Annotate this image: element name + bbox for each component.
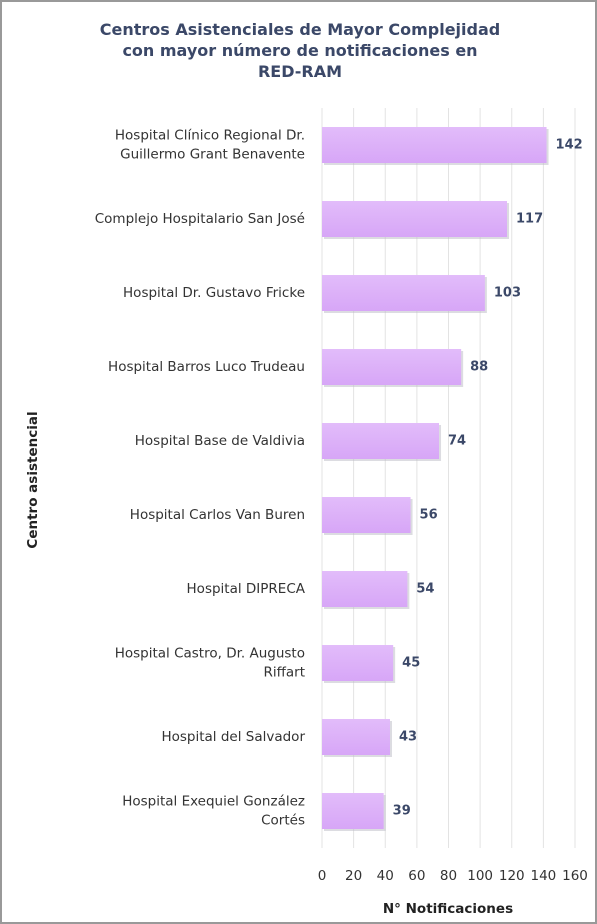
x-tick-label: 160: [562, 868, 588, 884]
x-tick-label: 20: [345, 868, 362, 884]
y-tick-label: Hospital Dr. Gustavo Fricke: [123, 285, 305, 301]
y-tick-label: Hospital Castro, Dr. Augusto Riffart: [115, 646, 305, 681]
value-label: 74: [448, 434, 466, 449]
x-tick-label: 40: [377, 868, 394, 884]
x-tick-label: 80: [440, 868, 457, 884]
x-tick-label: 100: [467, 868, 493, 884]
x-tick-label: 120: [499, 868, 525, 884]
y-tick-label: Hospital del Salvador: [161, 729, 305, 745]
y-tick-label: Hospital DIPRECA: [187, 581, 306, 597]
chart-title: Centros Asistenciales de Mayor Complejid…: [100, 20, 500, 81]
x-tick-label: 0: [318, 868, 327, 884]
bar: [322, 571, 408, 607]
bar: [322, 423, 440, 459]
value-label: 45: [402, 656, 420, 671]
value-label: 54: [416, 582, 434, 597]
bar: [322, 201, 508, 237]
y-tick-label: Complejo Hospitalario San José: [95, 211, 305, 227]
bar: [322, 497, 411, 533]
value-label: 142: [556, 138, 583, 153]
bar: [322, 349, 462, 385]
y-tick-label: Hospital Carlos Van Buren: [130, 507, 305, 523]
x-tick-label: 60: [408, 868, 425, 884]
value-label: 43: [399, 730, 417, 745]
bar: [322, 275, 485, 311]
bar: [322, 793, 384, 829]
value-label: 39: [393, 804, 411, 819]
value-label: 88: [470, 360, 488, 375]
bar: [322, 719, 390, 755]
x-axis-title: N° Notificaciones: [383, 901, 513, 917]
value-label: 117: [516, 212, 543, 227]
value-label: 103: [494, 286, 521, 301]
y-axis-title: Centro asistencial: [25, 411, 41, 548]
x-tick-label: 140: [530, 868, 556, 884]
bar: [322, 645, 394, 681]
value-label: 56: [420, 508, 438, 523]
y-tick-label: Hospital Exequiel González Cortés: [122, 794, 305, 829]
y-tick-label: Hospital Clínico Regional Dr. Guillermo G…: [115, 128, 305, 163]
y-tick-label: Hospital Base de Valdivia: [135, 433, 305, 449]
y-tick-label: Hospital Barros Luco Trudeau: [108, 359, 305, 375]
bar: [322, 127, 547, 163]
